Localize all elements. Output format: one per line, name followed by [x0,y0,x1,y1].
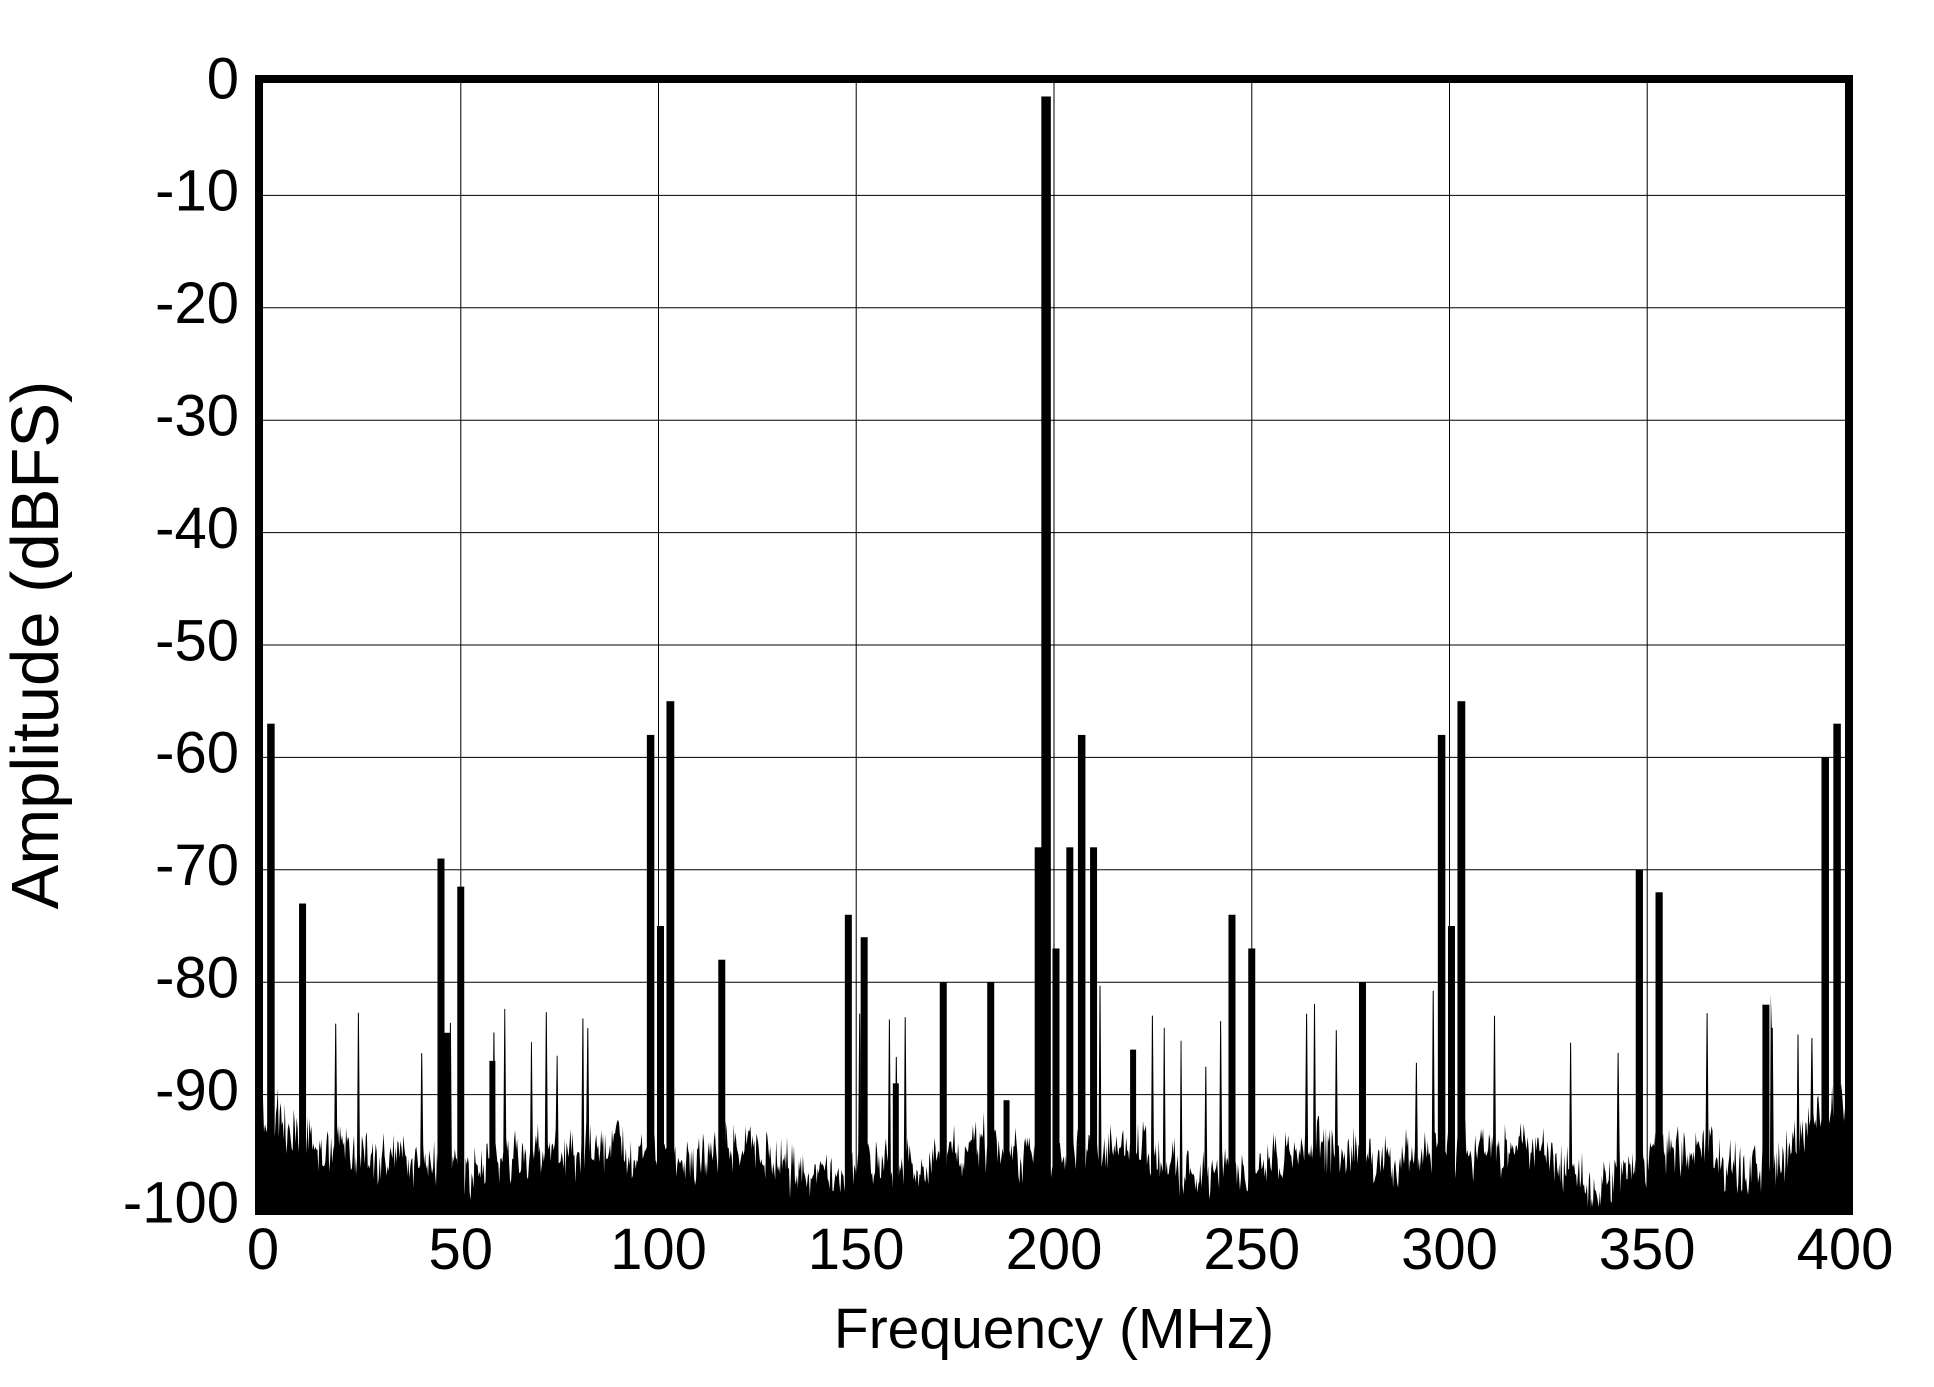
svg-text:150: 150 [808,1217,905,1282]
svg-text:-30: -30 [155,384,239,449]
svg-text:300: 300 [1401,1217,1498,1282]
svg-text:400: 400 [1797,1217,1894,1282]
svg-text:200: 200 [1006,1217,1103,1282]
svg-text:-60: -60 [155,721,239,786]
svg-text:-40: -40 [155,496,239,561]
svg-text:0: 0 [207,46,239,111]
svg-text:-70: -70 [155,833,239,898]
svg-text:350: 350 [1599,1217,1696,1282]
svg-text:-10: -10 [155,159,239,224]
svg-text:-90: -90 [155,1058,239,1123]
svg-text:Frequency (MHz): Frequency (MHz) [834,1297,1274,1361]
svg-text:-20: -20 [155,271,239,336]
svg-text:250: 250 [1203,1217,1300,1282]
svg-text:-100: -100 [123,1170,239,1235]
svg-text:0: 0 [247,1217,279,1282]
svg-text:-80: -80 [155,946,239,1011]
svg-text:100: 100 [610,1217,707,1282]
svg-text:50: 50 [429,1217,494,1282]
svg-text:Amplitude (dBFS): Amplitude (dBFS) [0,381,73,910]
svg-text:-50: -50 [155,608,239,673]
